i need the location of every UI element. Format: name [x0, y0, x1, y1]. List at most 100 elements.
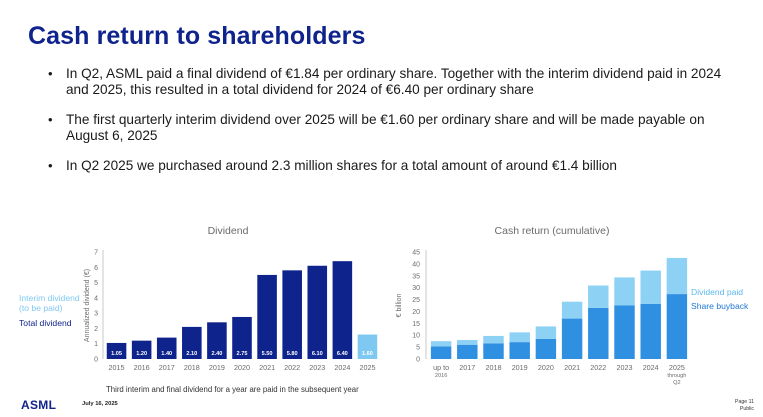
cash-return-x-tick: 2019	[512, 363, 528, 372]
cash-return-x-tick: 2022	[590, 363, 606, 372]
dividend-paid-bar	[483, 335, 504, 344]
dividend-bar	[257, 274, 277, 359]
dividend-x-tick: 2015	[109, 363, 125, 372]
share-buyback-bar	[640, 303, 661, 359]
cash-return-y-tick: 0	[416, 357, 420, 364]
cash-return-x-tick: 2017	[459, 363, 475, 372]
dividend-y-tick: 6	[94, 265, 98, 272]
share-buyback-bar	[430, 346, 452, 359]
share-buyback-bar	[561, 318, 583, 359]
cash-return-y-tick: 10	[412, 333, 420, 340]
share-buyback-bar	[509, 342, 530, 359]
dividend-y-tick: 2	[94, 326, 98, 333]
dividend-bar	[182, 326, 202, 359]
bullet-item: In Q2, ASML paid a final dividend of €1.…	[44, 66, 734, 98]
cash-return-x-tick: 2018	[486, 363, 502, 372]
dividend-chart-title: Dividend	[208, 225, 249, 237]
dividend-bar	[282, 270, 302, 359]
dividend-bar	[232, 316, 252, 359]
dividend-x-tick: 2024	[334, 363, 350, 372]
cash-return-x-tick: 2024	[643, 363, 659, 372]
cash-return-x-tick-line: 2017	[459, 363, 475, 372]
page-title: Cash return to shareholders	[28, 22, 366, 50]
dividend-y-label: Annualized dividend (€)	[84, 269, 91, 342]
dividend-bar	[106, 342, 127, 359]
cash-return-x-tick-line: 2021	[564, 363, 580, 372]
page-number: Page 11	[735, 399, 754, 405]
dividend-x-tick: 2017	[159, 363, 175, 372]
share-buyback-bar	[588, 307, 609, 359]
legend-share-buyback: Share buyback	[691, 301, 749, 311]
cash-return-x-tick-line: 2025	[669, 363, 685, 372]
page-info: Page 11 Public	[735, 399, 754, 412]
cash-return-x-tick-line: 2022	[590, 363, 606, 372]
dividend-paid-bar	[535, 326, 557, 339]
dividend-bar-label: 1.05	[111, 351, 122, 357]
dividend-x-tick: 2021	[259, 363, 275, 372]
cash-return-y-tick: 25	[412, 297, 420, 304]
cash-return-x-tick: 2023	[617, 363, 633, 372]
share-buyback-bar	[666, 294, 688, 359]
cash-return-y-tick: 30	[412, 285, 420, 292]
dividend-bar	[131, 340, 152, 359]
dividend-y-tick: 1	[94, 341, 98, 348]
dividend-y-tick: 0	[94, 357, 98, 364]
legend-interim-dividend: Interim dividend (to be paid)	[19, 293, 80, 313]
bullet-list: In Q2, ASML paid a final dividend of €1.…	[44, 66, 734, 188]
dividend-bar	[357, 334, 378, 359]
share-buyback-bar	[457, 344, 478, 359]
cash-return-x-tick: 2025 through Q2	[667, 363, 686, 386]
cash-return-x-tick-line: 2018	[486, 363, 502, 372]
dividend-bar	[156, 337, 177, 359]
dividend-x-tick: 2019	[209, 363, 225, 372]
dividend-bar	[332, 261, 353, 359]
cash-return-x-tick-line: through	[667, 373, 686, 379]
dividend-x-tick: 2020	[234, 363, 250, 372]
bullet-item: The first quarterly interim dividend ove…	[44, 112, 734, 144]
cash-return-x-tick-line: 2024	[643, 363, 659, 372]
dividend-bar-label: 5.50	[262, 351, 273, 357]
cash-return-x-tick: up to 2016	[433, 363, 449, 379]
dividend-bar	[207, 322, 227, 359]
cash-return-x-tick: 2020	[538, 363, 554, 372]
dividend-bar	[307, 265, 328, 359]
cash-return-chart-title: Cash return (cumulative)	[495, 225, 610, 237]
dividend-bar-label: 1.60	[362, 351, 373, 357]
cash-return-x-tick-line: 2019	[512, 363, 528, 372]
cash-return-y-tick: 35	[412, 273, 420, 280]
cash-return-y-tick: 5	[416, 345, 420, 352]
cash-return-x-tick-line: up to	[433, 363, 449, 372]
legend-dividend-paid: Dividend paid	[691, 287, 744, 297]
cash-return-y-tick: 45	[412, 250, 420, 257]
cash-return-y-label: € billion	[396, 294, 403, 318]
dividend-y-tick: 7	[94, 250, 98, 257]
share-buyback-bar	[614, 305, 635, 359]
dividend-paid-bar	[457, 339, 478, 345]
dividend-paid-bar	[666, 257, 688, 295]
dividend-bar-label: 2.40	[211, 351, 222, 357]
dividend-x-tick: 2018	[184, 363, 200, 372]
dividend-paid-bar	[640, 270, 661, 304]
share-buyback-bar	[535, 338, 557, 359]
dividend-paid-bar	[614, 277, 635, 306]
dividend-bar-label: 6.40	[337, 351, 348, 357]
dividend-paid-bar	[430, 341, 452, 347]
dividend-y-tick: 5	[94, 280, 98, 287]
dividend-y-tick: 3	[94, 311, 98, 318]
cash-return-x-tick-line: 2023	[617, 363, 633, 372]
dividend-bar-label: 1.20	[136, 351, 147, 357]
footer-date: July 16, 2025	[82, 401, 118, 407]
cash-return-x-tick-line: 2016	[435, 373, 447, 379]
dividend-paid-bar	[509, 332, 530, 343]
dividend-x-tick: 2025	[359, 363, 375, 372]
cash-return-y-tick: 20	[412, 309, 420, 316]
share-buyback-bar	[483, 343, 504, 359]
dividend-bar-label: 6.10	[312, 351, 323, 357]
cash-return-x-tick-line: Q2	[673, 380, 680, 386]
bullet-item: In Q2 2025 we purchased around 2.3 milli…	[44, 158, 734, 174]
dividend-bar-label: 2.10	[186, 351, 197, 357]
cash-return-x-tick-line: 2020	[538, 363, 554, 372]
dividend-x-tick: 2023	[309, 363, 325, 372]
dividend-paid-bar	[561, 301, 583, 319]
